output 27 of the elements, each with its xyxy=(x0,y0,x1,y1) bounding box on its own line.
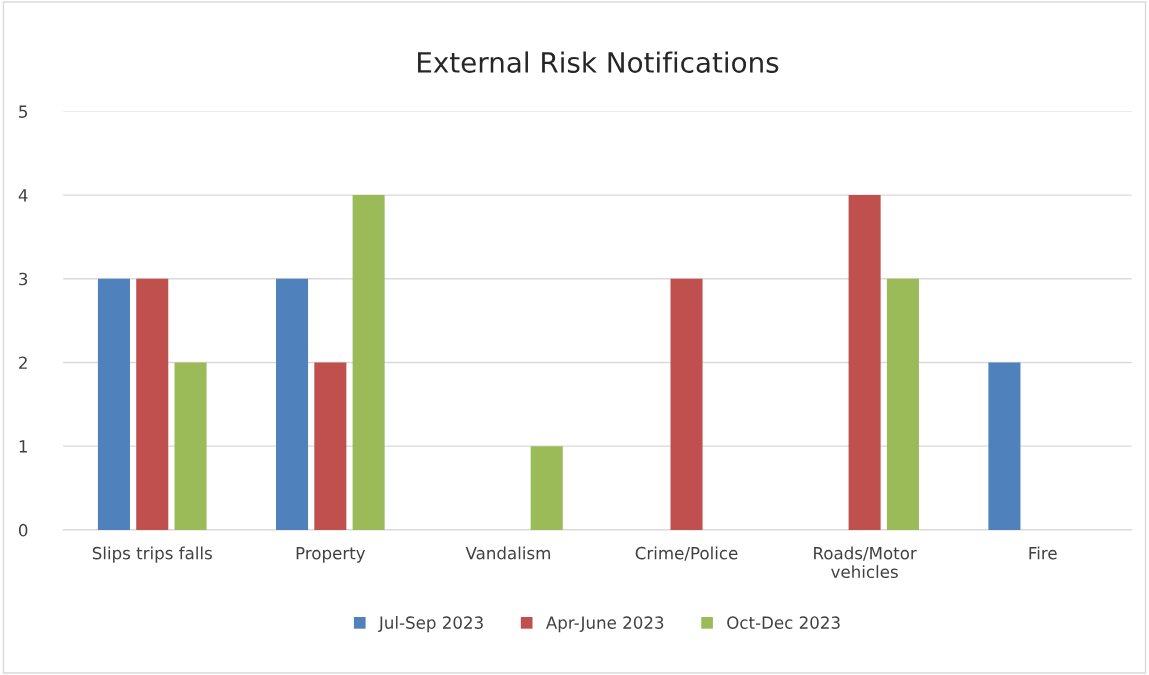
x-tick-label: Vandalism xyxy=(465,546,550,560)
y-tick-label: 3 xyxy=(19,272,28,286)
legend-label: Jul-Sep 2023 xyxy=(378,616,483,633)
y-tick-label: 2 xyxy=(19,356,27,369)
y-tick-label: 4 xyxy=(18,189,28,202)
y-tick-label: 5 xyxy=(19,105,28,118)
bar xyxy=(530,446,563,530)
chart-title: External Risk Notifications xyxy=(418,51,779,73)
bar xyxy=(848,195,881,530)
x-tick-label: Roads/Motor vehicles xyxy=(814,546,917,579)
legend-label: Apr-June 2023 xyxy=(545,616,664,633)
x-tick-label: Crime/Police xyxy=(635,546,738,561)
y-tick-label: 0 xyxy=(18,523,28,537)
x-tick-label: Slips trips falls xyxy=(92,546,212,563)
bar xyxy=(97,278,130,530)
bar xyxy=(174,362,207,530)
x-tick-label: Property xyxy=(296,547,366,563)
bar xyxy=(314,362,347,530)
bar xyxy=(352,195,385,530)
bar xyxy=(886,278,919,530)
bar xyxy=(136,278,169,530)
y-tick-label: 1 xyxy=(19,440,27,453)
x-tick-label: Fire xyxy=(1029,546,1057,560)
legend-label: Oct-Dec 2023 xyxy=(727,616,840,629)
bar xyxy=(988,362,1021,530)
bar xyxy=(276,278,309,530)
bar xyxy=(670,278,703,530)
